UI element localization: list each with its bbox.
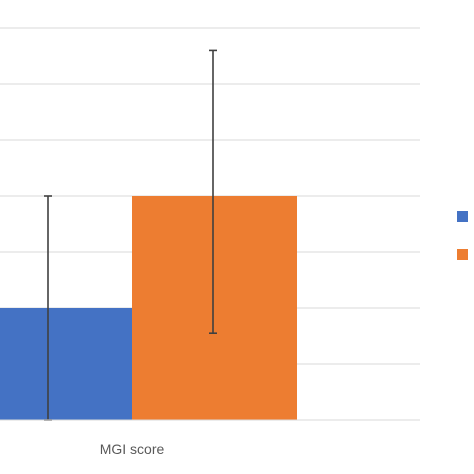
bar-series-1	[0, 308, 132, 420]
bar-series-2	[132, 196, 297, 420]
error-bar-series-2	[209, 49, 217, 335]
bars	[0, 196, 297, 420]
error-bars	[44, 49, 217, 421]
legend-swatch-series-1	[457, 211, 468, 222]
category-label: MGI score	[100, 441, 165, 457]
legend-swatch-series-2	[457, 249, 468, 260]
legend	[457, 211, 468, 260]
